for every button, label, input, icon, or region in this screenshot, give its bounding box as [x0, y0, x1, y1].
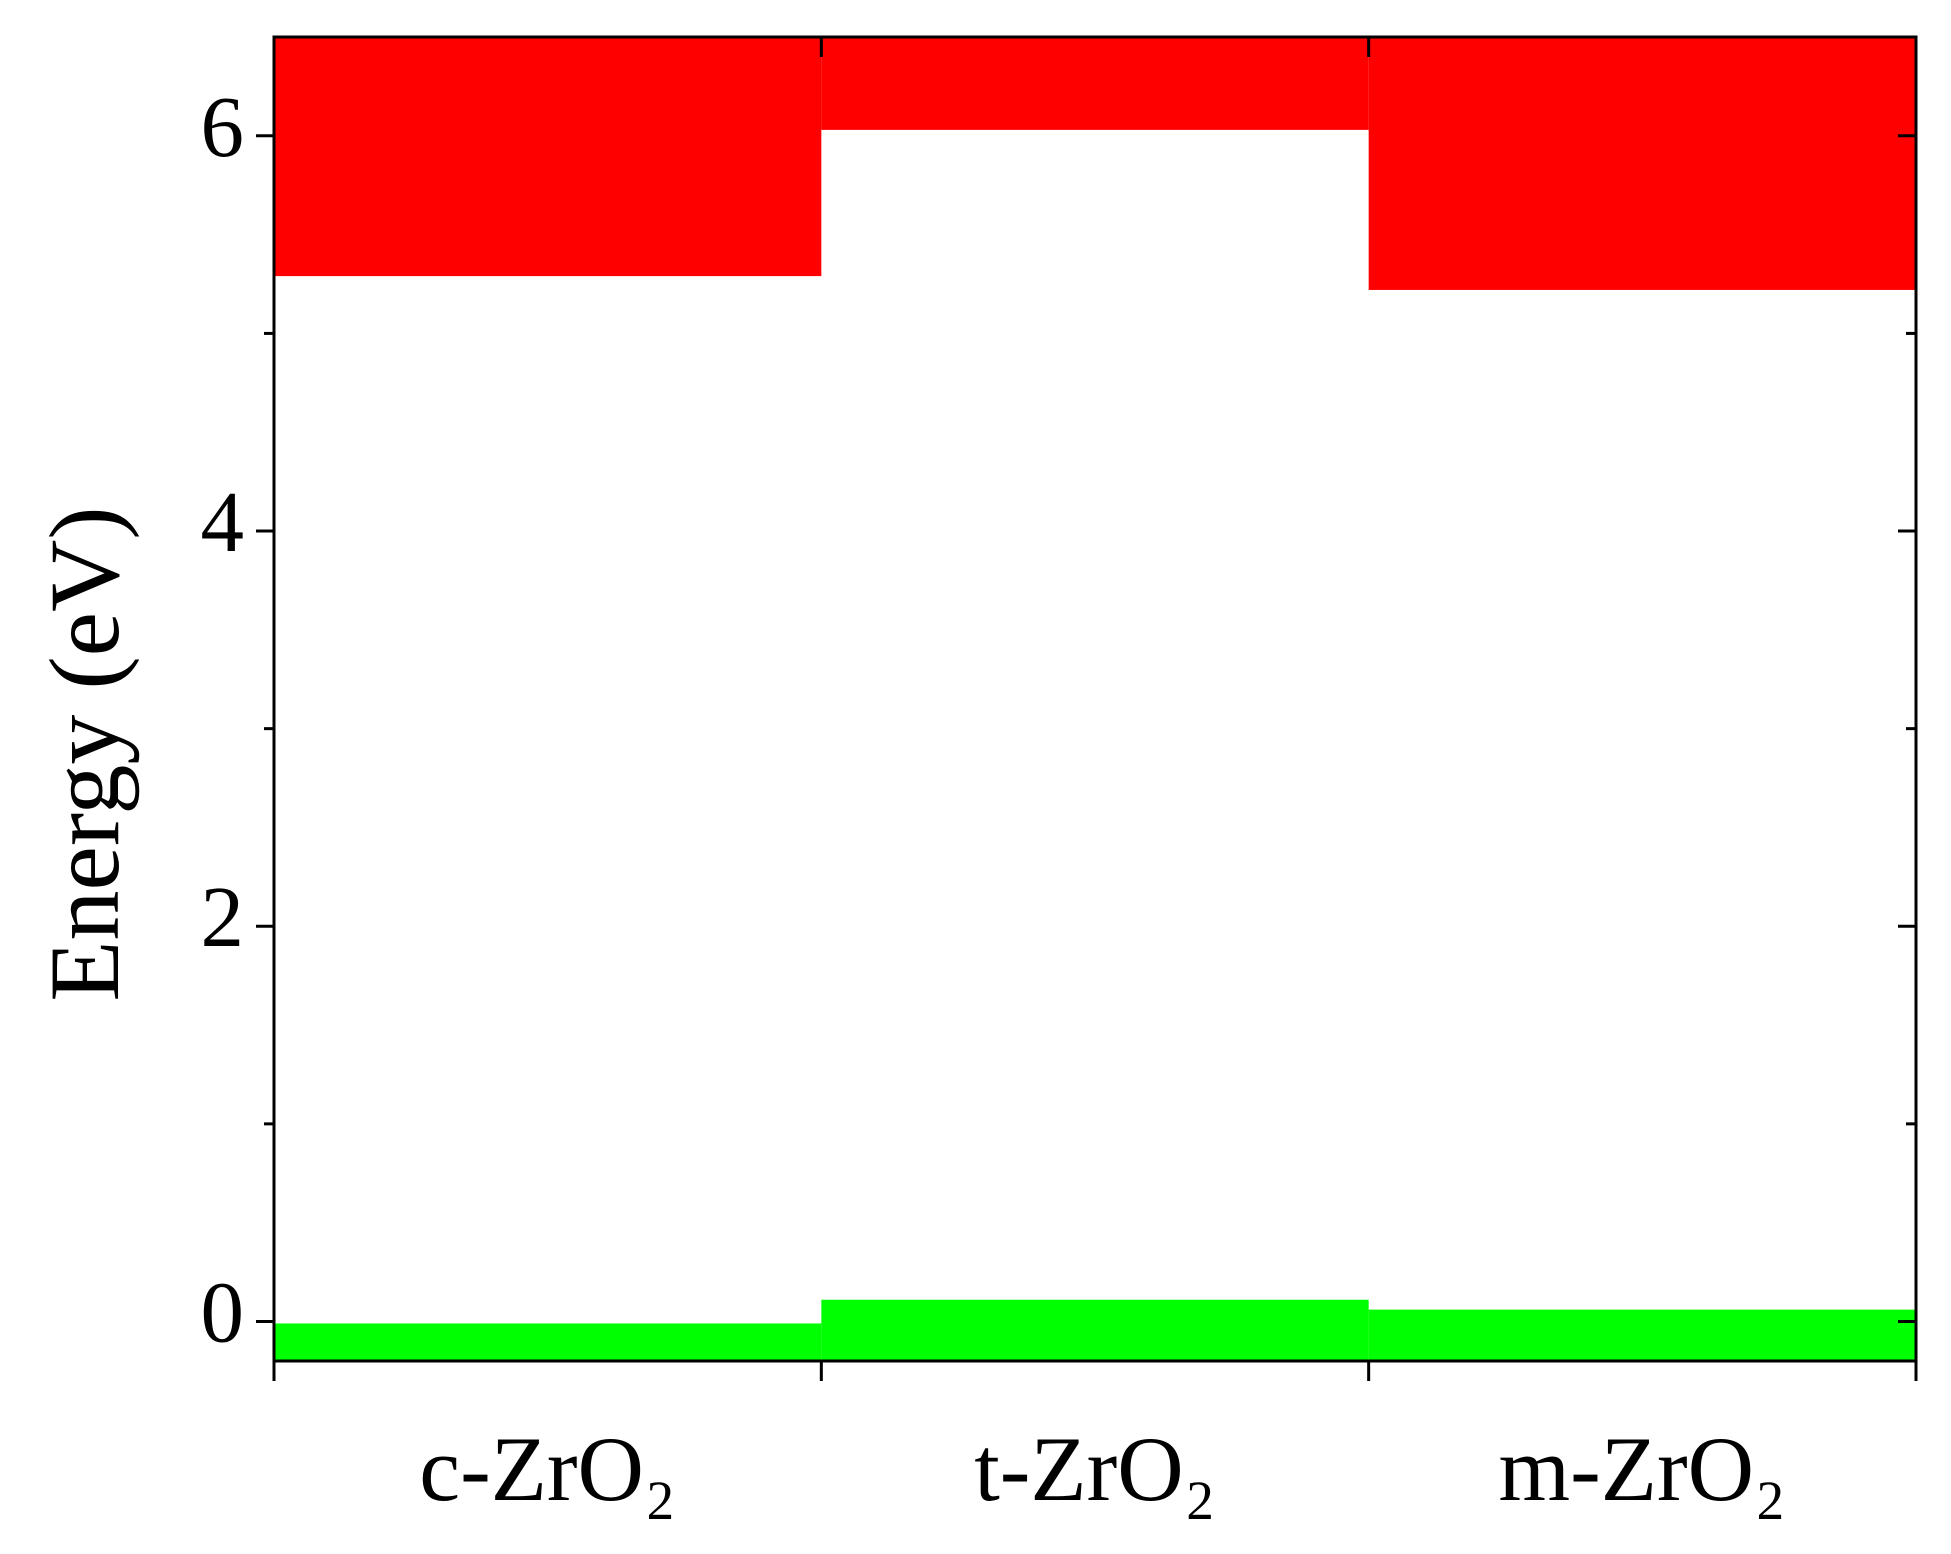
x-tick-label: m-ZrO₂: [1499, 1418, 1787, 1520]
band-rect: [821, 1299, 1369, 1361]
x-tick-label: t-ZrO₂: [974, 1418, 1216, 1520]
band-rect: [821, 37, 1369, 130]
y-tick-label: 6: [201, 78, 245, 175]
band-rect: [274, 1323, 822, 1361]
band-rect: [1368, 1309, 1916, 1361]
x-tick-label: c-ZrO₂: [419, 1418, 676, 1520]
y-tick-label: 4: [201, 473, 245, 570]
y-axis-label: Energy (eV): [29, 506, 140, 1001]
band-rect: [1368, 37, 1916, 290]
y-tick-label: 0: [201, 1263, 245, 1360]
y-tick-label: 2: [201, 868, 245, 965]
band-rect: [274, 37, 822, 277]
plot-frame: [272, 35, 1918, 1363]
